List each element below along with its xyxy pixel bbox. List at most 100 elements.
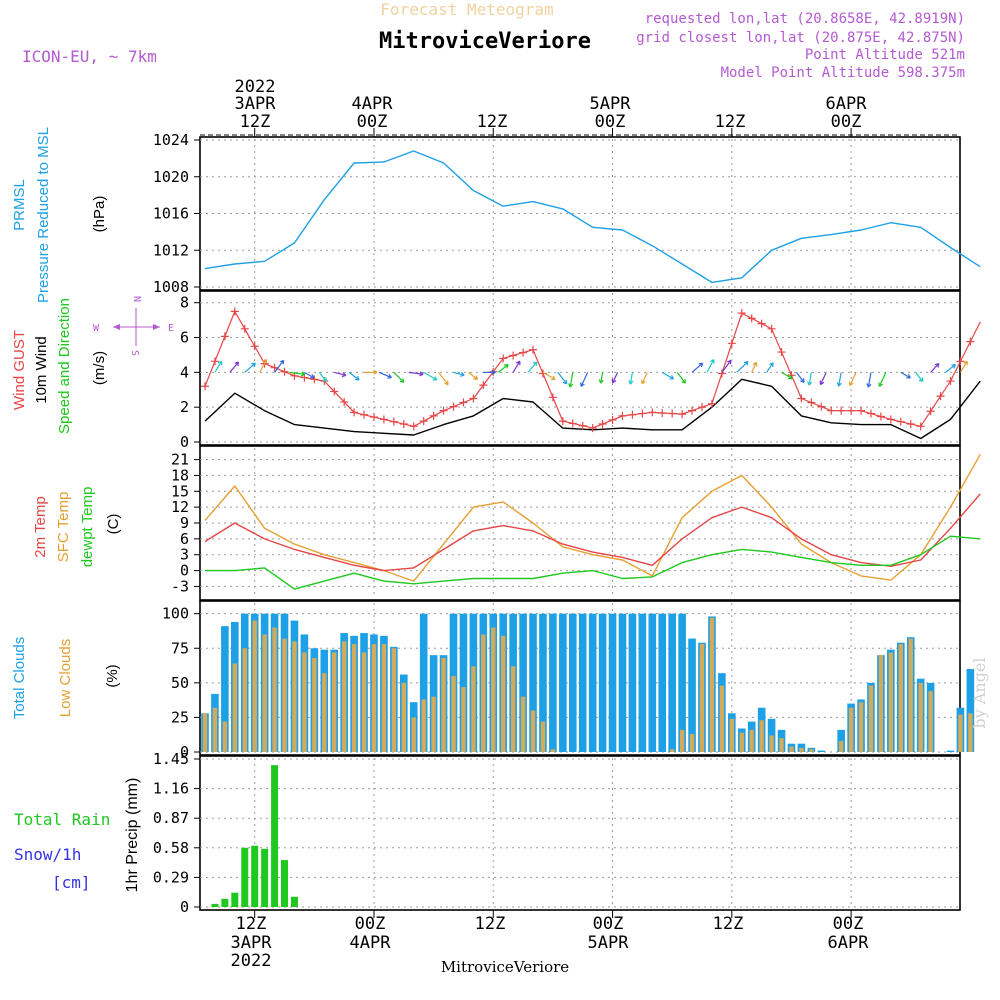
top-label-2-hour: 12Z	[477, 112, 508, 132]
low-cloud-bar-2	[222, 721, 228, 752]
precip-ytick-label-5: 1.45	[153, 750, 189, 768]
low-cloud-bar-23	[431, 696, 436, 752]
temperature-ytick-label-5: 12	[171, 498, 189, 516]
gust-marker-5-2	[369, 413, 378, 422]
total-cloud-bar-45	[648, 613, 657, 752]
gust-marker-22-2	[876, 412, 885, 421]
gust-marker-23-0	[886, 415, 895, 424]
low-cloud-bar-4	[242, 648, 247, 752]
total-cloud-bar-39	[588, 613, 597, 752]
wind-arrow-310	[512, 360, 521, 373]
temperature-ytick-label-0: -3	[171, 577, 189, 595]
wind-arrow-85	[289, 371, 305, 375]
low-cloud-bar-22	[421, 699, 426, 752]
total-cloud-bar-62	[817, 750, 826, 752]
wind-arrowhead-670	[866, 383, 872, 388]
total-cloud-bar-42	[618, 613, 627, 752]
temperature-ytick-label-8: 21	[171, 451, 189, 469]
wind-arrow-385	[580, 372, 589, 387]
low-cloud-bar-7	[272, 627, 277, 752]
wind-arrowhead-685	[878, 382, 883, 387]
gust-marker-8-2	[459, 398, 468, 407]
wind-arrowhead-70	[279, 359, 285, 365]
wind-arrowhead-325	[532, 361, 538, 367]
low-cloud-bar-19	[391, 648, 397, 752]
wind-arrow-565	[766, 362, 774, 373]
low-cloud-bar-3	[232, 663, 238, 752]
wind-arrow-250	[453, 371, 465, 376]
top-label-0-hour: 12Z	[240, 112, 271, 132]
wind-arrow-40	[244, 362, 256, 373]
total-cloud-bar-49	[688, 638, 696, 752]
wind-arrow-730	[930, 363, 940, 373]
gust-marker-14-2	[638, 409, 647, 418]
wind-arrowhead-385	[580, 382, 585, 387]
wind-arrow-265	[468, 371, 478, 380]
top-label-0-year: 2022	[235, 77, 276, 97]
wind-arrow-235	[438, 371, 449, 386]
temperature-ytick-label-7: 18	[171, 466, 189, 484]
wind-arrowhead-265	[473, 375, 479, 380]
gust-marker-13-0	[588, 424, 597, 433]
gust-marker-9-1	[479, 381, 488, 390]
chart-subtitle: Forecast Meteogram	[380, 0, 553, 19]
temperature-ytick-label-4: 9	[180, 514, 189, 532]
total-clouds-label: Total Clouds	[11, 637, 28, 720]
wind-arrowhead-535	[743, 361, 749, 366]
wind-arrow-430	[629, 372, 634, 385]
gust-marker-24-0	[916, 422, 925, 431]
point-altitude: Point Altitude 521m	[805, 47, 965, 63]
wind-arrow-190	[393, 371, 405, 383]
total-cloud-bar-40	[598, 613, 607, 752]
wind-ytick-label-4: 8	[180, 294, 189, 312]
gust-marker-20-1	[807, 398, 816, 407]
wind-arrowhead-730	[934, 363, 940, 368]
gust-marker-10-0	[499, 354, 508, 363]
wind-arrow-685	[878, 372, 887, 387]
low-clouds-label: Low Clouds	[57, 639, 74, 717]
wind-speed-dir-label: Speed and Direction	[56, 298, 73, 434]
wind-arrow-745	[945, 364, 956, 373]
wind-arrowhead-520	[726, 359, 732, 365]
clouds-ytick-label-3: 75	[171, 639, 189, 657]
low-cloud-bar-67	[868, 685, 874, 752]
top-label-4-hour: 12Z	[715, 112, 746, 132]
wind-arrow-130	[334, 371, 346, 377]
wind-ytick-label-0: 0	[180, 433, 189, 451]
top-label-1-hour: 00Z	[357, 112, 388, 132]
low-cloud-bar-77	[968, 713, 973, 752]
low-cloud-bar-8	[282, 638, 287, 752]
wind-arrowhead-745	[951, 364, 956, 369]
wind-arrowhead-100	[309, 374, 315, 379]
gust-marker-0-0	[201, 382, 209, 391]
wind-arrow-760	[959, 360, 968, 373]
total-cloud-bar-46	[658, 613, 667, 752]
rain-bar-7	[281, 860, 289, 907]
low-cloud-bar-55	[749, 729, 754, 752]
low-cloud-bar-59	[789, 746, 794, 752]
low-cloud-bar-60	[799, 747, 804, 752]
low-cloud-bar-66	[858, 702, 864, 752]
low-cloud-bar-30	[501, 635, 506, 752]
bottom-label-0-year: 2022	[231, 951, 272, 971]
low-cloud-bar-33	[530, 710, 536, 752]
total-cloud-bar-32	[519, 613, 527, 752]
wind-arrow-370	[569, 372, 574, 388]
total-cloud-bar-75	[946, 750, 955, 752]
gust-marker-7-0	[409, 422, 418, 431]
bottom-label-3-day: 5APR	[588, 933, 630, 953]
wind-arrow-10	[214, 360, 223, 373]
low-cloud-bar-12	[322, 673, 327, 752]
total-cloud-bar-43	[628, 613, 637, 752]
gust-marker-5-1	[360, 410, 369, 419]
wind-arrowhead-580	[787, 374, 793, 380]
gust-marker-18-2	[757, 319, 766, 328]
wind-arrowhead-700	[906, 374, 911, 379]
gust-marker-4-1	[330, 387, 339, 396]
wind-arrow-595	[795, 371, 805, 383]
wind-arrowhead-10	[217, 360, 223, 366]
gust-marker-8-0	[439, 406, 448, 415]
wind-arrow-460	[661, 371, 674, 380]
rain-bar-5	[261, 848, 269, 907]
wind-arrow-400	[600, 372, 604, 384]
